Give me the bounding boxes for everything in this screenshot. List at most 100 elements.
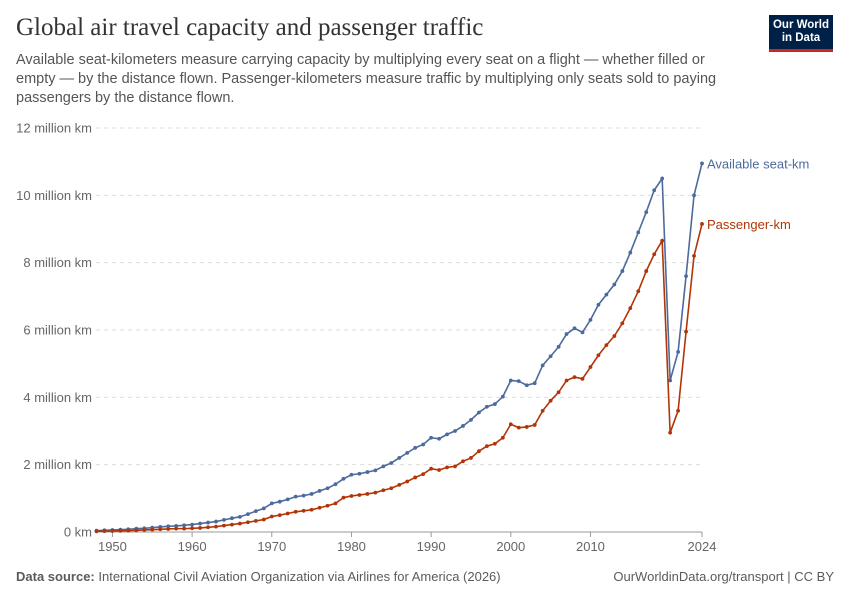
- data-point: [453, 429, 457, 433]
- data-point: [453, 464, 457, 469]
- data-point: [700, 161, 704, 166]
- data-point: [333, 501, 338, 506]
- series-label: Passenger-km: [707, 217, 791, 232]
- data-point: [508, 378, 513, 383]
- data-point: [660, 176, 665, 181]
- data-point: [644, 269, 649, 273]
- data-point: [405, 450, 410, 455]
- data-point: [381, 488, 386, 493]
- data-point: [684, 274, 688, 279]
- x-tick-label: 1970: [257, 539, 286, 554]
- data-point: [620, 269, 625, 273]
- data-point: [540, 363, 545, 368]
- data-point: [700, 222, 704, 226]
- data-point: [477, 410, 481, 415]
- data-point: [118, 528, 123, 533]
- data-point: [277, 513, 282, 518]
- data-point: [166, 527, 171, 531]
- data-point: [532, 423, 537, 427]
- data-point: [253, 518, 258, 523]
- data-point: [102, 529, 107, 534]
- data-point: [588, 318, 593, 322]
- data-point: [548, 398, 553, 403]
- data-point: [365, 492, 370, 496]
- chart-subtitle: Available seat-kilometers measure carryi…: [16, 52, 717, 106]
- data-point: [166, 524, 171, 529]
- data-point: [580, 376, 585, 381]
- data-point: [222, 517, 226, 522]
- data-point: [461, 459, 465, 464]
- footer-link[interactable]: OurWorldinData.org/transport | CC BY: [613, 569, 834, 584]
- data-point: [668, 378, 673, 383]
- data-point: [261, 506, 266, 511]
- data-point: [285, 511, 290, 516]
- data-point: [676, 408, 680, 413]
- data-point: [245, 512, 250, 517]
- data-point: [349, 472, 354, 477]
- data-point: [269, 514, 274, 519]
- data-point: [612, 334, 617, 338]
- data-point: [325, 503, 330, 508]
- data-point: [596, 353, 601, 358]
- data-point: [341, 495, 346, 500]
- source-label: Data source:: [16, 569, 95, 584]
- data-point: [580, 330, 585, 335]
- data-point: [437, 468, 441, 472]
- data-point: [174, 524, 179, 528]
- data-point: [198, 526, 202, 530]
- data-point: [317, 489, 322, 493]
- data-point: [588, 365, 593, 369]
- data-point: [277, 499, 282, 504]
- data-point: [429, 466, 434, 471]
- data-point: [301, 493, 306, 498]
- data-point: [508, 422, 513, 427]
- data-point: [222, 523, 226, 528]
- data-point: [676, 349, 680, 354]
- data-point: [604, 292, 609, 297]
- data-point: [413, 445, 418, 450]
- source-text[interactable]: International Civil Aviation Organizatio…: [98, 569, 501, 584]
- data-point: [198, 521, 202, 526]
- data-point: [556, 344, 561, 349]
- data-point: [469, 417, 473, 422]
- data-point: [628, 250, 633, 255]
- data-point: [325, 486, 330, 491]
- data-point: [652, 188, 657, 193]
- data-point: [636, 230, 641, 235]
- data-point: [206, 525, 210, 530]
- data-point: [500, 394, 505, 399]
- data-point: [245, 520, 250, 525]
- owid-logo[interactable]: Our World in Data: [769, 15, 833, 52]
- data-point: [126, 528, 131, 533]
- data-point: [620, 321, 625, 326]
- data-point: [381, 464, 386, 469]
- data-point: [668, 430, 673, 435]
- data-point: [190, 522, 195, 527]
- y-tick-label: 0 km: [64, 525, 92, 540]
- data-point: [604, 343, 609, 348]
- data-point: [564, 378, 569, 383]
- data-point: [524, 425, 529, 429]
- data-point: [477, 449, 481, 454]
- data-point: [134, 528, 139, 533]
- data-point: [285, 497, 290, 502]
- data-point: [389, 461, 394, 465]
- data-point: [373, 490, 378, 495]
- data-point: [309, 492, 314, 496]
- data-point: [612, 282, 617, 287]
- data-point: [692, 193, 696, 198]
- data-point: [293, 509, 298, 514]
- data-point: [214, 519, 218, 524]
- data-point: [540, 408, 545, 413]
- data-point: [238, 514, 242, 519]
- data-point: [341, 476, 346, 481]
- data-point: [516, 379, 521, 384]
- data-point: [628, 306, 633, 311]
- series-line: [96, 163, 703, 532]
- data-point: [349, 494, 354, 498]
- data-point: [500, 435, 505, 440]
- data-source: Data source: International Civil Aviatio…: [16, 569, 501, 584]
- data-point: [516, 425, 521, 430]
- data-point: [174, 526, 179, 531]
